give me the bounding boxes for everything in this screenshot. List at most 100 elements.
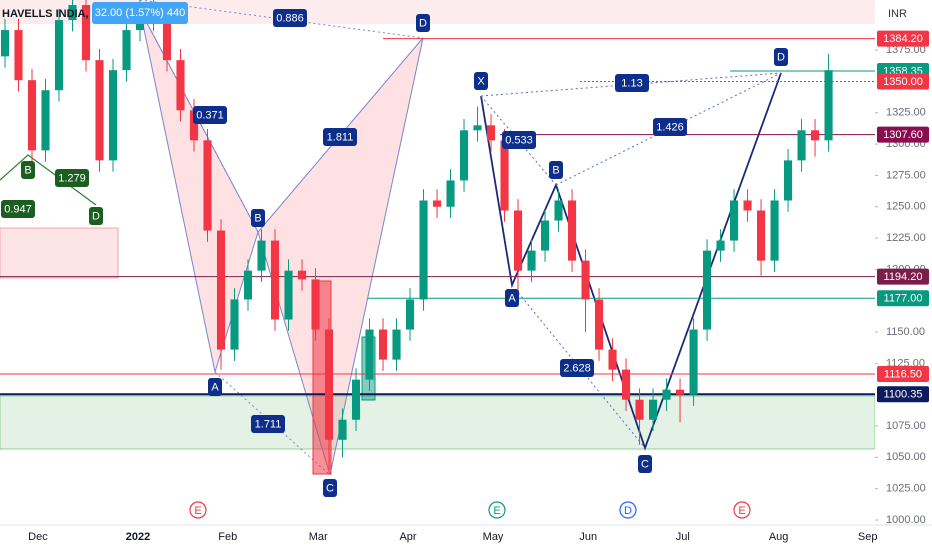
candle-body bbox=[324, 329, 334, 440]
ratio-badge bbox=[251, 415, 285, 433]
y-tick-label: 1250.00 bbox=[886, 201, 926, 213]
price-tag bbox=[877, 386, 929, 403]
x-tick-label: Sep bbox=[858, 531, 878, 543]
pattern-point-label: B bbox=[24, 164, 31, 176]
pattern-leg bbox=[0, 154, 97, 206]
change-text: 32.00 (1.57%) 440 bbox=[95, 7, 186, 19]
ratio-label: 1.279 bbox=[58, 172, 86, 184]
x-tick-label: Feb bbox=[218, 531, 237, 543]
price-tag-label: 1116.50 bbox=[884, 368, 922, 380]
x-tick-label: Jul bbox=[676, 531, 690, 543]
candle-body bbox=[662, 389, 671, 400]
candle-body bbox=[216, 230, 226, 350]
price-tag bbox=[877, 366, 929, 383]
candle-body bbox=[41, 90, 50, 151]
candle-body bbox=[513, 210, 523, 271]
candle-body bbox=[378, 329, 388, 360]
pattern-point-label: D bbox=[419, 17, 427, 29]
pattern-point-label: D bbox=[92, 210, 100, 222]
candle-body bbox=[270, 240, 280, 320]
ratio-badge bbox=[560, 359, 594, 377]
price-tag bbox=[877, 268, 929, 285]
ratio-label: 0.947 bbox=[4, 203, 32, 215]
event-marker bbox=[619, 501, 637, 519]
y-tick-label: 1375.00 bbox=[886, 44, 926, 56]
plot bbox=[0, 0, 875, 470]
candle-body bbox=[716, 240, 725, 251]
candle-body bbox=[554, 200, 563, 221]
ratio-badge bbox=[273, 9, 307, 27]
candle-body bbox=[351, 379, 361, 420]
ratio-label: 0.533 bbox=[505, 134, 533, 146]
candle-body bbox=[608, 349, 617, 370]
event-marker bbox=[189, 501, 207, 519]
candle-body bbox=[0, 30, 10, 57]
x-tick-label: Jun bbox=[579, 531, 597, 543]
candle-body bbox=[757, 210, 766, 261]
ratio-label: 0.886 bbox=[276, 12, 304, 24]
pattern-point-label: C bbox=[326, 482, 334, 494]
pattern-point-badge bbox=[208, 378, 222, 396]
price-tag bbox=[877, 290, 929, 307]
candle-body bbox=[743, 200, 752, 211]
price-tag-label: 1194.20 bbox=[884, 271, 923, 283]
y-tick-label: 1325.00 bbox=[886, 107, 926, 119]
candle-body bbox=[432, 200, 442, 207]
candle-body bbox=[68, 5, 77, 21]
demand-zone bbox=[0, 395, 876, 450]
price-tag-label: 1350.00 bbox=[883, 76, 923, 88]
price-tag-label: 1384.20 bbox=[883, 33, 923, 45]
pattern-point-badge bbox=[416, 14, 430, 32]
currency: INR bbox=[888, 8, 907, 20]
ratio-label: 1.711 bbox=[255, 418, 282, 430]
candle-body bbox=[527, 250, 536, 271]
ratio-label: 2.628 bbox=[563, 362, 591, 374]
ratio-label: 0.371 bbox=[196, 109, 224, 121]
pattern-point-badge bbox=[89, 207, 103, 225]
candle-body bbox=[811, 130, 820, 141]
candle-body bbox=[824, 70, 833, 141]
pattern-leg bbox=[139, 9, 259, 373]
pattern-point-badge bbox=[21, 161, 35, 179]
candle-body bbox=[284, 270, 293, 320]
ratio-badge bbox=[55, 169, 89, 187]
pattern-point-badge bbox=[505, 289, 519, 307]
x-tick-label: Apr bbox=[399, 531, 416, 543]
candle-body bbox=[784, 160, 793, 201]
candle-body bbox=[257, 240, 266, 271]
candle-body bbox=[297, 270, 307, 280]
candle-body bbox=[621, 369, 631, 400]
pattern-point-badge bbox=[549, 161, 563, 179]
pattern-point-label: D bbox=[777, 51, 785, 63]
price-tag bbox=[877, 73, 929, 90]
ratio-badge bbox=[323, 128, 357, 146]
candle-body bbox=[27, 80, 37, 151]
candle-body bbox=[189, 110, 199, 141]
price-tag bbox=[877, 30, 929, 47]
ratio-badge bbox=[1, 200, 35, 218]
candle-body bbox=[473, 125, 482, 131]
candle-body bbox=[689, 329, 698, 395]
candle-body bbox=[500, 140, 509, 211]
y-tick-label: 1000.00 bbox=[886, 514, 926, 526]
candle-body bbox=[243, 270, 253, 300]
pattern-dotted bbox=[480, 95, 557, 186]
change-badge bbox=[92, 2, 188, 24]
supply-zone bbox=[0, 227, 119, 279]
ratio-badge bbox=[193, 106, 227, 124]
candle-body bbox=[702, 250, 712, 330]
pattern-leg bbox=[480, 72, 782, 451]
pattern-point-badge bbox=[638, 455, 652, 473]
y-tick-label: 1075.00 bbox=[886, 420, 926, 432]
pattern-point-badge bbox=[474, 72, 488, 90]
x-tick-label: Aug bbox=[769, 531, 789, 543]
x-tick-label: Dec bbox=[28, 531, 48, 543]
price-tag-label: 1177.00 bbox=[884, 293, 923, 305]
y-tick-label: 1275.00 bbox=[886, 169, 926, 181]
y-tick-label: 1225.00 bbox=[886, 232, 926, 244]
price-tag-label: 1100.35 bbox=[884, 389, 923, 401]
candle-body bbox=[122, 30, 131, 71]
candle-body bbox=[675, 389, 685, 395]
pattern-point-badge bbox=[251, 209, 265, 227]
